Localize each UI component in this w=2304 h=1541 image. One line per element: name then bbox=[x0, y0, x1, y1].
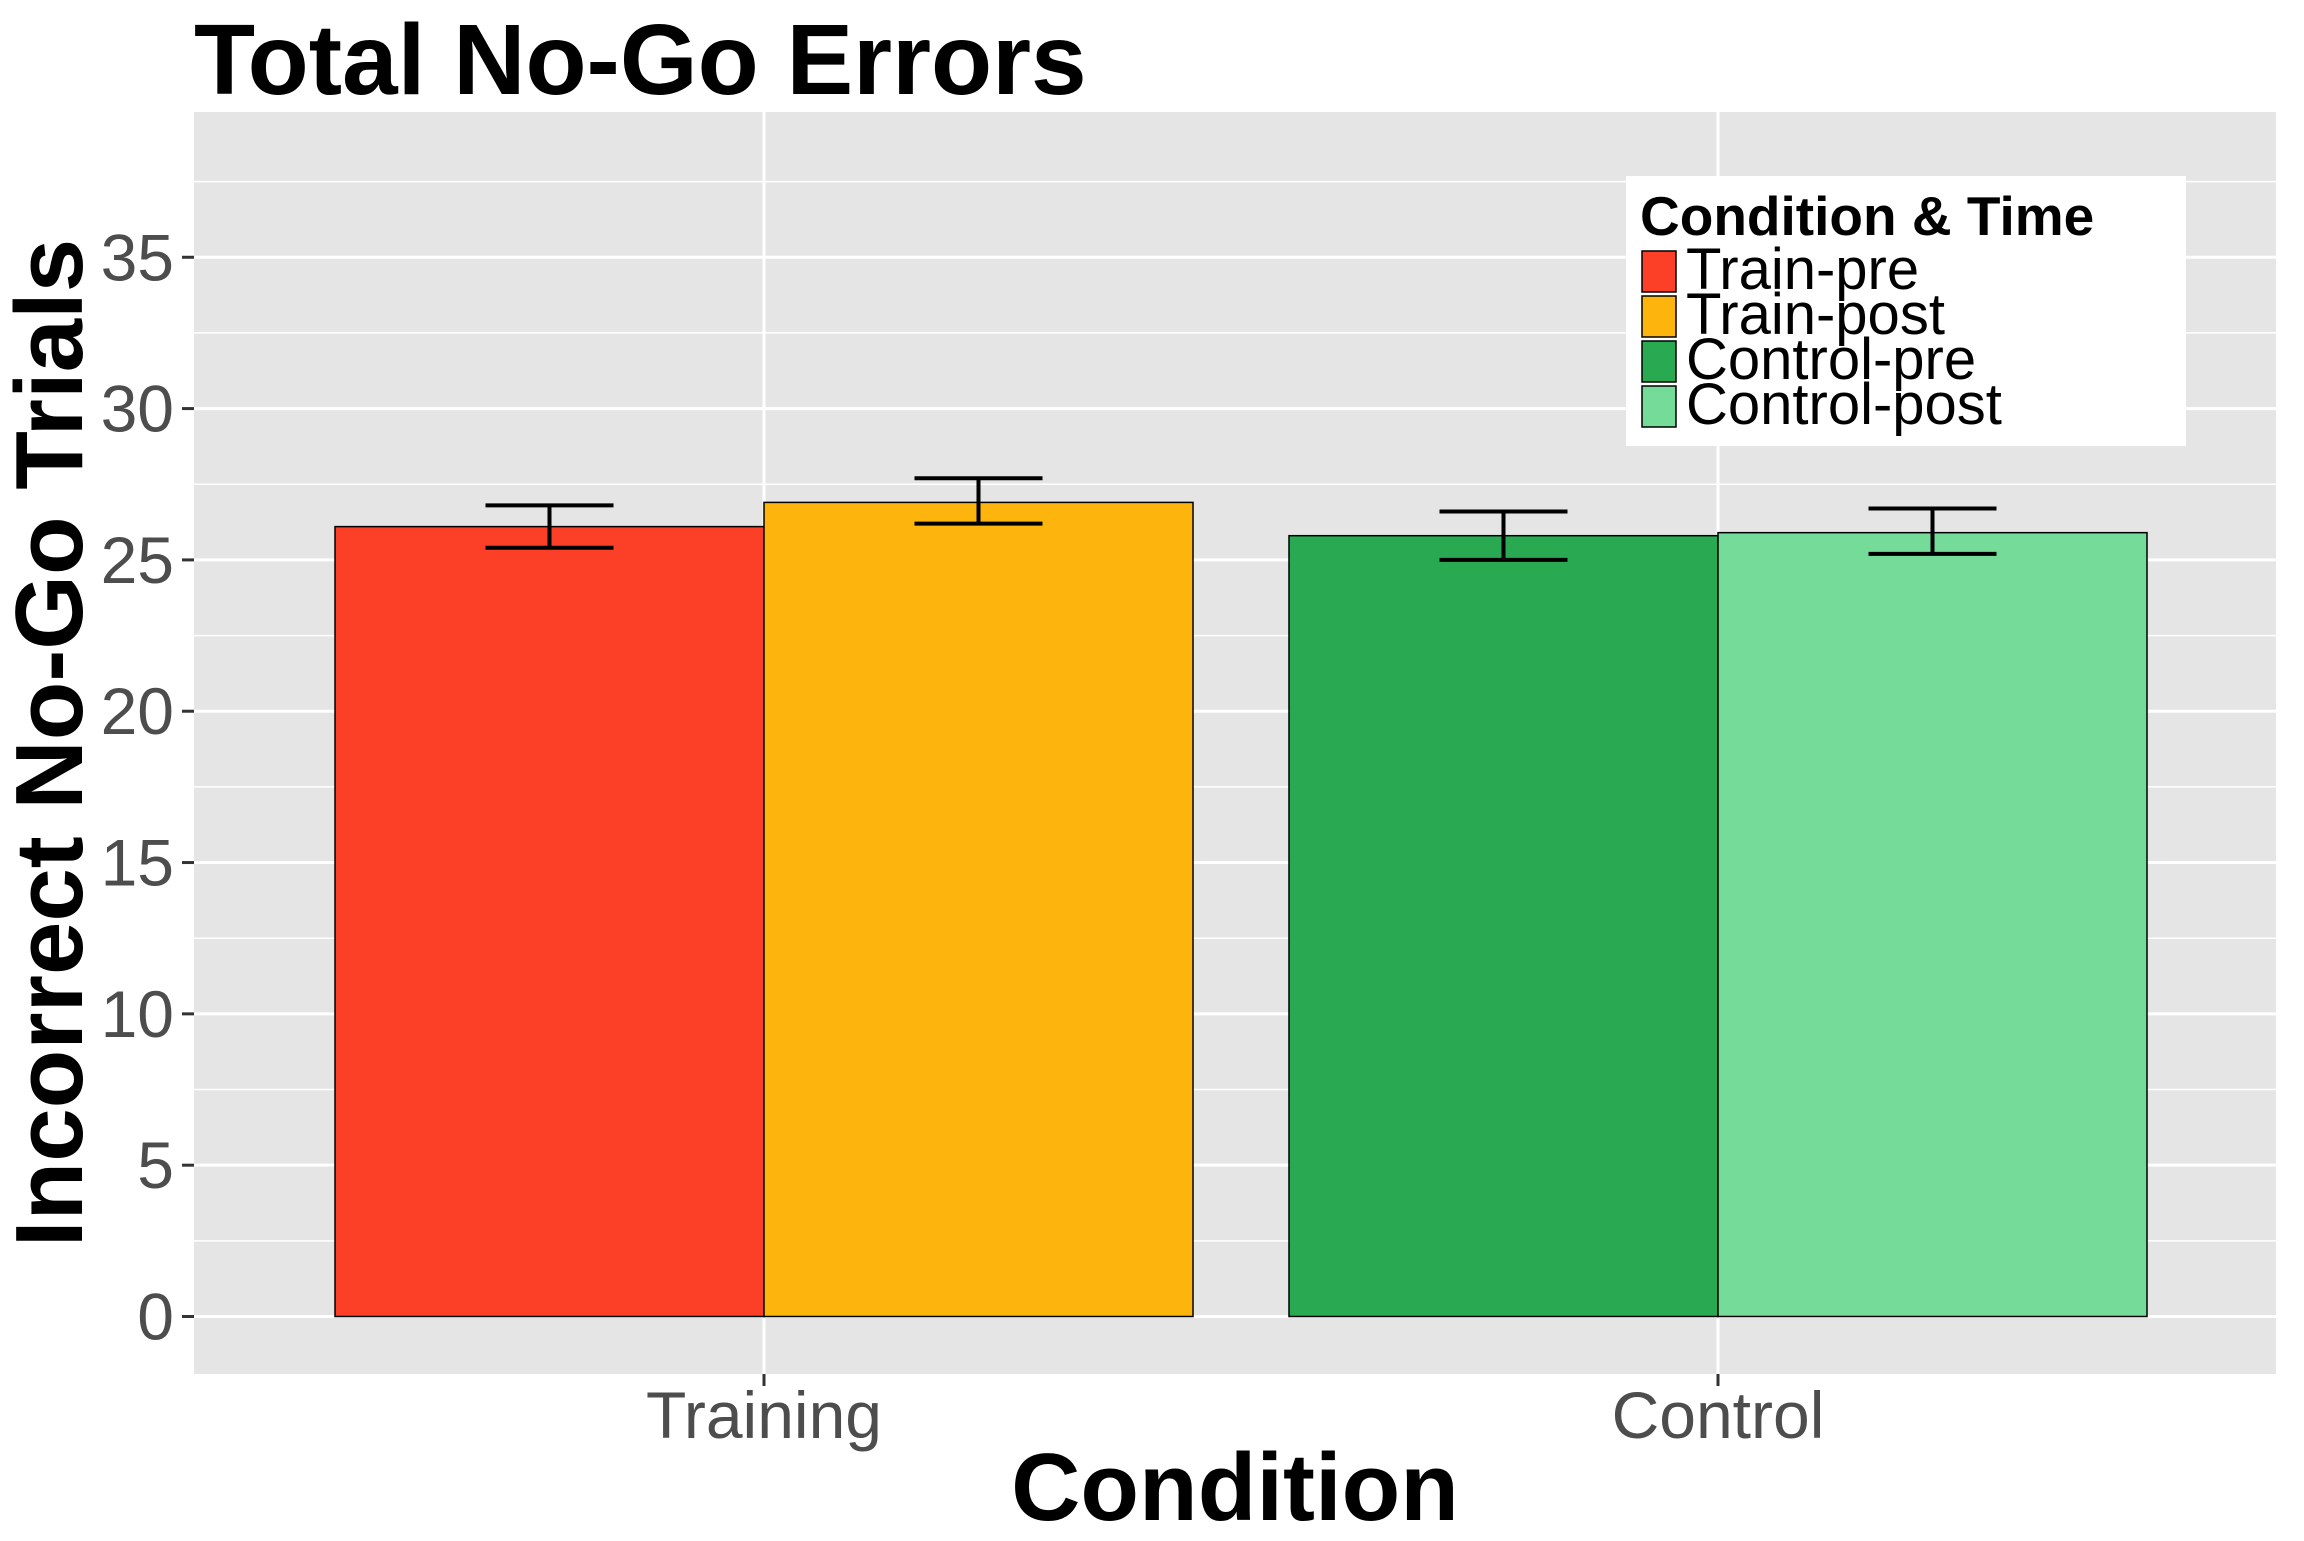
y-tick-label: 35 bbox=[101, 220, 174, 294]
legend-label: Control-pre bbox=[1686, 327, 1976, 392]
y-tick-label: 15 bbox=[101, 826, 174, 900]
legend-background bbox=[1626, 176, 2186, 446]
chart-title: Total No-Go Errors bbox=[194, 4, 1087, 116]
error-bar-layer bbox=[485, 476, 1997, 562]
bar-layer bbox=[334, 501, 2148, 1318]
y-tick-label: 25 bbox=[101, 523, 174, 597]
x-axis-title: Condition bbox=[1011, 1434, 1459, 1536]
error-bar-train-pre bbox=[485, 503, 614, 550]
axis-layer: 0 5 10 15 20 25 30 35 Training Control bbox=[101, 220, 1825, 1452]
legend-swatch bbox=[1641, 250, 1677, 293]
legend-label: Train-pre bbox=[1686, 237, 1919, 302]
y-tick-label: 5 bbox=[137, 1128, 174, 1202]
y-tick-label: 30 bbox=[101, 372, 174, 446]
legend-swatch bbox=[1641, 295, 1677, 338]
legend-label: Train-post bbox=[1686, 282, 1945, 347]
x-tick-label: Training bbox=[646, 1378, 882, 1452]
bar-train-pre bbox=[334, 525, 765, 1318]
bar-control-post bbox=[1717, 531, 2148, 1318]
legend: Condition & Time Train-preTrain-postCont… bbox=[1626, 176, 2186, 446]
y-tick-label: 0 bbox=[137, 1279, 174, 1353]
error-bar-control-post bbox=[1868, 506, 1997, 556]
y-axis-title: Incorrect No-Go Trials bbox=[0, 239, 103, 1247]
legend-label: Control-post bbox=[1686, 372, 2002, 437]
legend-title: Condition & Time bbox=[1640, 185, 2094, 247]
y-tick-label: 10 bbox=[101, 977, 174, 1051]
legend-items: Train-preTrain-postControl-preControl-po… bbox=[1641, 237, 2002, 437]
y-tick-label: 20 bbox=[101, 674, 174, 748]
error-bar-train-post bbox=[914, 476, 1043, 526]
x-tick-label: Control bbox=[1612, 1378, 1825, 1452]
bar-train-post bbox=[763, 501, 1194, 1318]
legend-swatch bbox=[1641, 340, 1677, 383]
legend-swatch bbox=[1641, 385, 1677, 428]
bar-control-pre bbox=[1288, 534, 1719, 1318]
error-bar-control-pre bbox=[1439, 509, 1568, 562]
